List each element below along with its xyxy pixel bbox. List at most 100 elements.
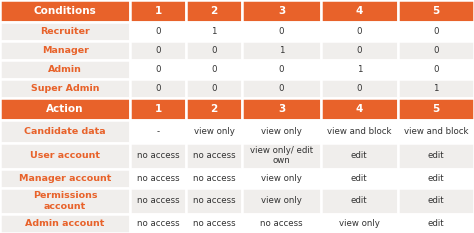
FancyBboxPatch shape	[242, 98, 321, 120]
Text: no access: no access	[193, 151, 236, 160]
Text: 5: 5	[432, 6, 439, 16]
Text: 2: 2	[210, 6, 218, 16]
Text: 0: 0	[433, 46, 438, 55]
FancyBboxPatch shape	[130, 22, 186, 41]
FancyBboxPatch shape	[242, 0, 321, 22]
FancyBboxPatch shape	[321, 214, 398, 233]
FancyBboxPatch shape	[186, 98, 242, 120]
FancyBboxPatch shape	[398, 214, 474, 233]
Text: no access: no access	[260, 219, 303, 228]
Text: 0: 0	[356, 46, 362, 55]
Text: no access: no access	[137, 151, 180, 160]
FancyBboxPatch shape	[398, 79, 474, 98]
FancyBboxPatch shape	[0, 98, 130, 120]
FancyBboxPatch shape	[242, 120, 321, 143]
FancyBboxPatch shape	[130, 120, 186, 143]
FancyBboxPatch shape	[186, 79, 242, 98]
Text: no access: no access	[137, 196, 180, 206]
Text: 0: 0	[356, 27, 362, 36]
Text: view and block: view and block	[403, 127, 468, 136]
FancyBboxPatch shape	[321, 22, 398, 41]
Text: 1: 1	[155, 104, 162, 114]
FancyBboxPatch shape	[321, 169, 398, 188]
Text: edit: edit	[351, 196, 368, 206]
FancyBboxPatch shape	[130, 41, 186, 60]
FancyBboxPatch shape	[321, 79, 398, 98]
Text: 0: 0	[155, 46, 161, 55]
FancyBboxPatch shape	[398, 143, 474, 169]
FancyBboxPatch shape	[0, 188, 130, 214]
FancyBboxPatch shape	[186, 214, 242, 233]
Text: no access: no access	[137, 174, 180, 183]
FancyBboxPatch shape	[0, 60, 130, 79]
FancyBboxPatch shape	[130, 169, 186, 188]
Text: edit: edit	[428, 196, 444, 206]
Text: 0: 0	[279, 65, 284, 74]
FancyBboxPatch shape	[321, 41, 398, 60]
Text: edit: edit	[351, 174, 368, 183]
Text: 3: 3	[278, 104, 285, 114]
FancyBboxPatch shape	[186, 188, 242, 214]
Text: 1: 1	[433, 84, 438, 93]
FancyBboxPatch shape	[186, 22, 242, 41]
FancyBboxPatch shape	[242, 214, 321, 233]
Text: -: -	[157, 127, 160, 136]
FancyBboxPatch shape	[398, 0, 474, 22]
Text: 0: 0	[211, 84, 217, 93]
Text: 0: 0	[279, 84, 284, 93]
Text: no access: no access	[137, 219, 180, 228]
FancyBboxPatch shape	[321, 98, 398, 120]
FancyBboxPatch shape	[398, 188, 474, 214]
Text: edit: edit	[351, 151, 368, 160]
Text: 0: 0	[155, 27, 161, 36]
Text: Conditions: Conditions	[34, 6, 97, 16]
FancyBboxPatch shape	[321, 0, 398, 22]
FancyBboxPatch shape	[186, 143, 242, 169]
Text: 1: 1	[356, 65, 362, 74]
Text: edit: edit	[428, 174, 444, 183]
FancyBboxPatch shape	[242, 41, 321, 60]
Text: 0: 0	[279, 27, 284, 36]
Text: Admin account: Admin account	[26, 219, 105, 228]
FancyBboxPatch shape	[130, 98, 186, 120]
Text: 2: 2	[210, 104, 218, 114]
Text: 0: 0	[211, 46, 217, 55]
FancyBboxPatch shape	[130, 60, 186, 79]
Text: 4: 4	[356, 6, 363, 16]
FancyBboxPatch shape	[0, 22, 130, 41]
Text: 0: 0	[356, 84, 362, 93]
Text: view only: view only	[261, 196, 302, 206]
Text: view only: view only	[339, 219, 380, 228]
FancyBboxPatch shape	[242, 143, 321, 169]
FancyBboxPatch shape	[242, 60, 321, 79]
FancyBboxPatch shape	[242, 169, 321, 188]
FancyBboxPatch shape	[0, 79, 130, 98]
FancyBboxPatch shape	[242, 188, 321, 214]
Text: 0: 0	[433, 27, 438, 36]
Text: edit: edit	[428, 219, 444, 228]
FancyBboxPatch shape	[398, 120, 474, 143]
Text: 0: 0	[211, 65, 217, 74]
Text: 0: 0	[433, 65, 438, 74]
Text: no access: no access	[193, 196, 236, 206]
FancyBboxPatch shape	[130, 214, 186, 233]
Text: Permissions
account: Permissions account	[33, 191, 98, 211]
FancyBboxPatch shape	[186, 120, 242, 143]
Text: Recruiter: Recruiter	[40, 27, 90, 36]
FancyBboxPatch shape	[130, 143, 186, 169]
FancyBboxPatch shape	[0, 120, 130, 143]
FancyBboxPatch shape	[130, 188, 186, 214]
FancyBboxPatch shape	[0, 41, 130, 60]
Text: view only: view only	[261, 127, 302, 136]
FancyBboxPatch shape	[0, 0, 130, 22]
FancyBboxPatch shape	[398, 41, 474, 60]
Text: view only/ edit
own: view only/ edit own	[250, 146, 313, 165]
Text: 5: 5	[432, 104, 439, 114]
FancyBboxPatch shape	[130, 79, 186, 98]
FancyBboxPatch shape	[242, 79, 321, 98]
FancyBboxPatch shape	[0, 214, 130, 233]
Text: 0: 0	[155, 84, 161, 93]
Text: view and block: view and block	[327, 127, 392, 136]
Text: Admin: Admin	[48, 65, 82, 74]
Text: Super Admin: Super Admin	[31, 84, 100, 93]
